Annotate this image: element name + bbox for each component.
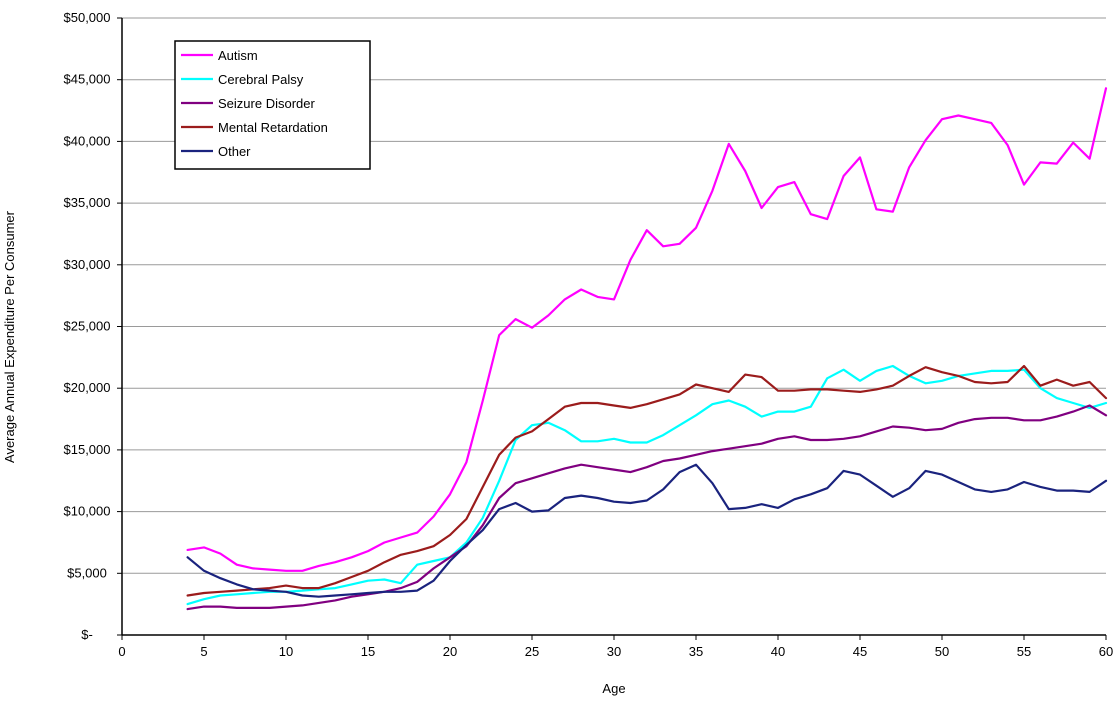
y-tick-label: $10,000 — [64, 504, 111, 519]
legend-label: Mental Retardation — [218, 120, 328, 135]
series-line-cerebral-palsy — [186, 364, 1108, 606]
y-tick-label: $50,000 — [64, 10, 111, 25]
y-axis-tick-labels: $- $5,000 $10,000 $15,000 $20,000 $25,000 $30,… — [64, 10, 111, 642]
axes — [117, 17, 1107, 640]
x-tick-label: 45 — [853, 644, 867, 659]
gridlines — [122, 17, 1106, 574]
x-axis-tick-labels: 0 5 10 15 20 25 30 35 40 45 50 55 60 — [118, 644, 1113, 659]
legend-label: Autism — [218, 48, 258, 63]
x-tick-label: 20 — [443, 644, 457, 659]
y-tick-label: $30,000 — [64, 257, 111, 272]
y-tick-label: $15,000 — [64, 442, 111, 457]
x-tick-label: 15 — [361, 644, 375, 659]
series-line-mental-retardation — [186, 364, 1108, 597]
legend: Autism Cerebral Palsy Seizure Disorder Ment… — [174, 40, 371, 170]
y-tick-label: $- — [81, 627, 93, 642]
x-axis-title: Age — [602, 681, 625, 696]
x-tick-label: 10 — [279, 644, 293, 659]
series-line-seizure-disorder — [186, 404, 1108, 611]
legend-label: Cerebral Palsy — [218, 72, 304, 87]
series-lines — [186, 87, 1108, 611]
x-tick-label: 30 — [607, 644, 621, 659]
x-tick-label: 0 — [118, 644, 125, 659]
x-tick-label: 50 — [935, 644, 949, 659]
legend-box — [174, 40, 371, 170]
y-tick-label: $20,000 — [64, 380, 111, 395]
y-tick-label: $45,000 — [64, 72, 111, 87]
series-line-autism — [186, 87, 1108, 572]
legend-label: Other — [218, 144, 251, 159]
x-tick-label: 40 — [771, 644, 785, 659]
x-tick-label: 55 — [1017, 644, 1031, 659]
x-tick-label: 25 — [525, 644, 539, 659]
y-tick-label: $40,000 — [64, 133, 111, 148]
y-tick-label: $35,000 — [64, 195, 111, 210]
series-line-other — [186, 463, 1108, 598]
x-tick-label: 60 — [1099, 644, 1113, 659]
legend-label: Seizure Disorder — [218, 96, 315, 111]
y-axis-title: Average Annual Expenditure Per Consumer — [2, 210, 17, 463]
y-tick-label: $25,000 — [64, 319, 111, 334]
x-tick-label: 5 — [200, 644, 207, 659]
x-tick-label: 35 — [689, 644, 703, 659]
y-tick-label: $5,000 — [67, 565, 107, 580]
